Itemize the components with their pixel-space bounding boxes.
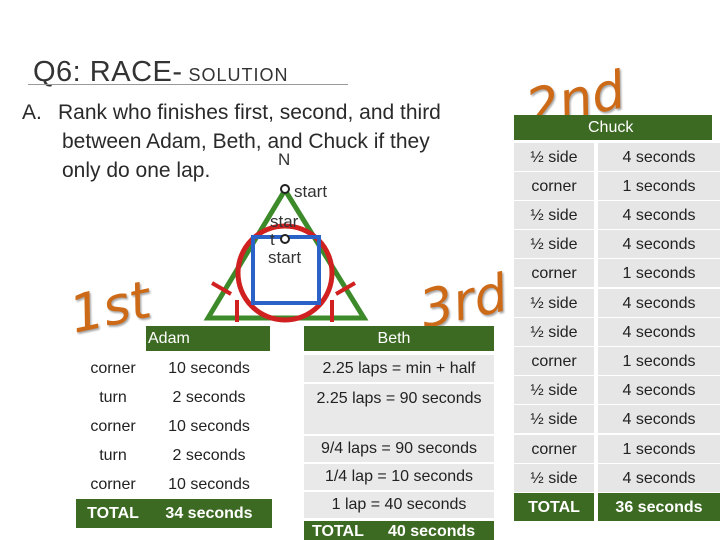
beth-line: 2.25 laps = min + half [304,355,494,382]
beth-total-row: TOTAL 40 seconds [304,521,494,540]
table-row: corner 1 seconds [514,172,720,201]
question-text: A. Rank who finishes first, second, and t… [22,98,512,185]
beth-line: 9/4 laps = 90 seconds [304,436,494,462]
start-dot [280,184,290,194]
start-label: t [270,230,275,249]
start-dot [280,234,290,244]
square-track [251,235,321,305]
table-row: corner 1 seconds [514,347,720,376]
question-line-3: only do one lap. [62,159,211,182]
table-row: ½ side 4 seconds [514,464,720,493]
beth-header: Beth [304,326,494,351]
start-label: star [270,212,299,231]
question-label: A. [22,101,42,124]
adam-header: Adam [146,326,270,351]
table-row: ½ side 4 seconds [514,405,720,434]
table-row: ½ side 4 seconds [514,376,720,405]
table-row: ½ side 4 seconds [514,201,720,230]
table-row: ½ side 4 seconds [514,289,720,318]
table-row: ½ side 4 seconds [514,318,720,347]
question-line-2: between Adam, Beth, and Chuck if they [62,130,430,153]
table-row: ½ side 4 seconds [514,143,720,172]
circle-track [235,223,335,323]
table-row: corner 1 seconds [514,259,720,288]
table-row: ½ side 4 seconds [514,230,720,259]
start-label: start [294,182,328,201]
question-line-1: Rank who finishes first, second, and thi… [58,101,441,124]
beth-header-label: Beth [377,330,411,347]
beth-line: 2.25 laps = 90 seconds [304,384,494,434]
table-row: corner 10 seconds [90,476,250,493]
beth-line: 1/4 lap = 10 seconds [304,464,494,490]
chuck-total-row: TOTAL 36 seconds [514,493,720,522]
table-row: corner 10 seconds [90,360,250,377]
table-row: corner 10 seconds [90,418,250,435]
title-divider [28,84,348,85]
adam-table: corner 10 seconds turn 2 seconds corner 10 … [76,354,272,540]
table-row: turn 2 seconds [99,447,246,464]
tick-mark [334,281,357,296]
adam-total-row: TOTAL 34 seconds [76,499,272,528]
start-label: start [268,248,302,267]
slide-title: Q6: RACE- SOLUTION [33,56,289,88]
table-row: corner 1 seconds [514,435,720,464]
chuck-header: Chuck [514,115,712,140]
beth-line: 1 lap = 40 seconds [304,492,494,518]
tick-mark [210,281,233,296]
north-label: N [278,150,291,169]
table-row: turn 2 seconds [99,389,246,406]
